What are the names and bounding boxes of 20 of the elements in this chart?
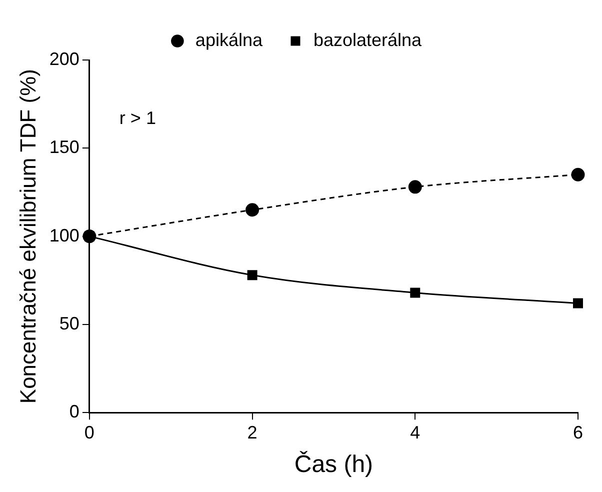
point — [573, 298, 583, 308]
point — [571, 168, 585, 182]
x-tick-label: 2 — [247, 422, 258, 442]
legend-label: bazolaterálna — [313, 30, 423, 50]
legend-label: apikálna — [195, 30, 264, 50]
x-tick-label: 6 — [572, 422, 584, 442]
y-tick-label: 50 — [59, 313, 80, 334]
y-tick-label: 0 — [69, 402, 80, 422]
y-axis-title: Koncentračné ekvilibrium TDF (%) — [15, 69, 40, 404]
annotation: r > 1 — [119, 108, 156, 128]
point — [247, 270, 258, 280]
x-tick-label: 4 — [410, 422, 420, 442]
x-axis-title: Čas (h) — [294, 451, 374, 478]
y-tick-label: 100 — [49, 225, 80, 246]
y-tick-label: 200 — [49, 48, 80, 69]
y-tick-label: 150 — [49, 137, 80, 158]
point — [408, 180, 422, 194]
x-tick-label: 0 — [84, 422, 94, 442]
point — [246, 203, 260, 217]
point — [410, 288, 420, 298]
